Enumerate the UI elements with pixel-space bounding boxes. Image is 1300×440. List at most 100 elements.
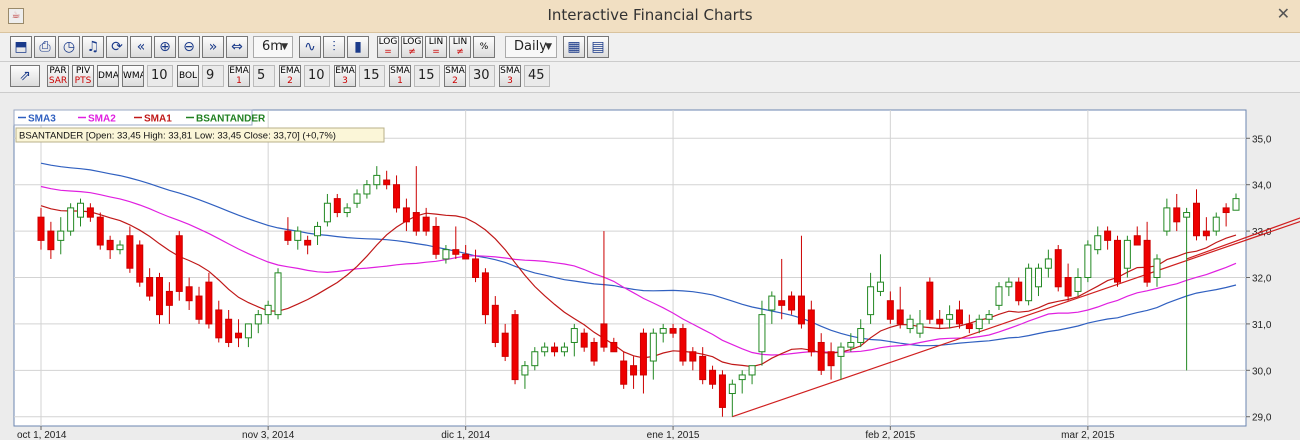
trend-line (732, 220, 1300, 418)
candle (254, 309, 262, 334)
candle-chart-glyph: ▮ (354, 39, 362, 55)
print-icon[interactable]: ⎙ (34, 36, 56, 58)
scale-button-3[interactable]: LIN = (425, 36, 447, 58)
candle-body (886, 300, 894, 320)
zoom-in-icon[interactable]: ⊕ (154, 36, 176, 58)
piv-pts-button[interactable]: PIV PTS (72, 65, 94, 87)
candle (975, 314, 983, 334)
candle (314, 221, 322, 246)
candle (323, 193, 331, 227)
fit-icon[interactable]: ⇔ (226, 36, 248, 58)
candle (531, 347, 539, 371)
ema-2-button[interactable]: EMA 2 (279, 65, 301, 87)
candle-body (205, 281, 213, 325)
candle-body (126, 235, 134, 269)
ema-2-button-sublabel: 2 (287, 76, 293, 86)
dropdown-arrow-icon: ▼ (281, 42, 288, 52)
candle-body (639, 332, 647, 376)
ema-2-button-label: EMA (280, 66, 300, 76)
sma-1-button[interactable]: SMA 1 (389, 65, 411, 87)
candle (1183, 207, 1191, 371)
candle-body (1153, 258, 1161, 278)
candle (175, 231, 183, 301)
sma-3-button-label: SMA (500, 66, 520, 76)
candle (185, 277, 193, 310)
save-chart-icon[interactable]: ⬒ (10, 36, 32, 58)
wma-button[interactable]: WMA (122, 65, 144, 87)
print-glyph: ⎙ (39, 39, 51, 55)
candle-body (669, 328, 677, 334)
candle-body (975, 318, 983, 330)
period-value[interactable]: 9 (202, 65, 224, 87)
period-value[interactable]: 15 (414, 65, 440, 87)
candle-body (383, 179, 391, 186)
period-value[interactable]: 10 (147, 65, 173, 87)
candle (847, 333, 855, 352)
candle-body (748, 365, 756, 376)
candle (886, 291, 894, 324)
ema-3-button[interactable]: EMA 3 (334, 65, 356, 87)
period-value[interactable]: 30 (469, 65, 495, 87)
ema-1-button[interactable]: EMA 1 (228, 65, 250, 87)
rewind-icon[interactable]: « (130, 36, 152, 58)
candle (610, 337, 618, 353)
period-value[interactable]: 10 (304, 65, 330, 87)
chart-panel[interactable]: 29,0 30,0 31,0 32,0 33,0 34,0 35,0 oct 1, 2014 n… (0, 93, 1300, 440)
color-scheme-icon[interactable]: ▤ (587, 36, 609, 58)
y-tick-label: 29,0 (1252, 413, 1272, 424)
close-icon[interactable]: ✕ (1276, 4, 1290, 23)
dma-button[interactable]: DMA (97, 65, 119, 87)
candle-body (1064, 277, 1072, 297)
period-value[interactable]: 5 (253, 65, 275, 87)
period-value[interactable]: 15 (359, 65, 385, 87)
trend-line-button[interactable]: ⇗ (10, 65, 40, 87)
candle-body (679, 328, 687, 362)
candle-body (37, 216, 45, 241)
candle (1173, 193, 1181, 232)
legend-box (13, 109, 253, 126)
sma-2-button[interactable]: SMA 2 (444, 65, 466, 87)
ohlc-chart-icon[interactable]: ⫶ (323, 36, 345, 58)
candle (985, 309, 993, 324)
rewind-glyph: « (136, 39, 146, 55)
zoom-out-icon[interactable]: ⊖ (178, 36, 200, 58)
candle-body (47, 230, 55, 251)
candle (274, 268, 282, 320)
ohlc-info-text: BSANTANDER [Open: 33,45 High: 33,81 Low:… (19, 131, 336, 142)
refresh-icon[interactable]: ⟳ (106, 36, 128, 58)
timer-icon[interactable]: ◷ (58, 36, 80, 58)
candle (146, 268, 154, 301)
indicator-chart-icon[interactable]: ▦ (563, 36, 585, 58)
par-sar-button[interactable]: PAR SAR (47, 65, 69, 87)
scale-button-5[interactable]: % (473, 36, 495, 58)
bol-button[interactable]: BOL (177, 65, 199, 87)
y-tick-label: 30,0 (1252, 366, 1272, 377)
sma-3-button[interactable]: SMA 3 (499, 65, 521, 87)
candle (936, 309, 944, 329)
candle-body (837, 346, 845, 357)
candle-body (333, 198, 341, 214)
candle (560, 342, 568, 357)
candle-body (57, 230, 65, 241)
scale-button-1[interactable]: LOG = (377, 36, 399, 58)
candle (1232, 193, 1240, 211)
candle (669, 323, 677, 338)
sma1-line (40, 205, 1237, 368)
candle-chart-icon[interactable]: ▮ (347, 36, 369, 58)
line-chart-icon[interactable]: ∿ (299, 36, 321, 58)
interval-dropdown[interactable]: Daily ▼ (505, 36, 557, 58)
candle-body (916, 323, 924, 334)
scale-button-2[interactable]: LOG ≠ (401, 36, 423, 58)
forward-icon[interactable]: » (202, 36, 224, 58)
candle-body (156, 277, 164, 316)
scale-button-2-label: LOG (402, 37, 422, 47)
candle-body (185, 286, 193, 302)
period-value[interactable]: 45 (524, 65, 550, 87)
candlestick-chart[interactable]: 29,0 30,0 31,0 32,0 33,0 34,0 35,0 oct 1, 2014 n… (0, 93, 1300, 440)
sound-icon[interactable]: ♫ (82, 36, 104, 58)
candle (590, 337, 598, 366)
range-dropdown[interactable]: 6m ▼ (253, 36, 293, 58)
candle-body (373, 174, 381, 186)
y-tick-label: 34,0 (1252, 181, 1272, 192)
scale-button-4[interactable]: LIN ≠ (449, 36, 471, 58)
